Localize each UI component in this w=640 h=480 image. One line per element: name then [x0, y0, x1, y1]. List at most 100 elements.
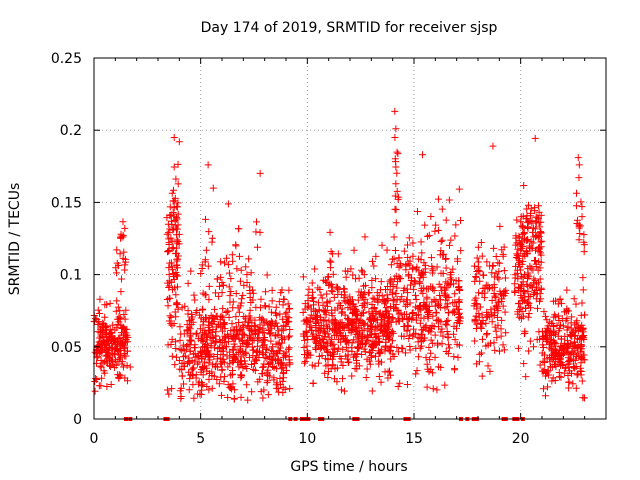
data-point — [266, 360, 274, 368]
data-point — [405, 334, 413, 342]
data-point — [193, 329, 201, 337]
data-point — [242, 343, 250, 351]
data-point — [346, 293, 354, 301]
data-point — [263, 271, 271, 279]
data-point — [441, 286, 449, 294]
data-point — [455, 296, 463, 304]
data-point — [202, 291, 210, 299]
data-point — [557, 343, 565, 351]
data-point — [437, 328, 445, 336]
data-point — [116, 250, 124, 258]
data-point — [243, 278, 251, 286]
data-point — [192, 309, 200, 317]
data-point — [577, 198, 585, 206]
data-point — [170, 133, 178, 141]
data-point — [279, 377, 287, 385]
data-point — [106, 325, 114, 333]
data-point — [561, 364, 569, 372]
data-point — [100, 322, 108, 330]
data-point — [107, 356, 115, 364]
data-point — [353, 350, 361, 358]
data-point — [418, 330, 426, 338]
data-point — [319, 301, 327, 309]
data-point — [355, 344, 363, 352]
data-point — [274, 349, 282, 357]
data-point — [285, 356, 293, 364]
data-point — [274, 331, 282, 339]
data-point — [537, 228, 545, 236]
data-point — [253, 334, 261, 342]
data-point — [519, 288, 527, 296]
data-point — [439, 332, 447, 340]
data-point — [224, 393, 232, 401]
data-point — [113, 269, 121, 277]
data-point — [304, 303, 312, 311]
data-point — [328, 281, 336, 289]
data-point — [418, 249, 426, 257]
data-point — [517, 281, 525, 289]
data-point — [170, 212, 178, 220]
data-point — [196, 311, 204, 319]
data-point — [115, 313, 123, 321]
data-point — [281, 310, 289, 318]
data-point — [498, 316, 506, 324]
data-point — [219, 305, 227, 313]
data-point — [495, 268, 503, 276]
data-point — [259, 342, 267, 350]
data-point — [425, 326, 433, 334]
data-point — [436, 291, 444, 299]
data-point — [165, 229, 173, 237]
data-point — [514, 344, 522, 352]
data-point — [91, 387, 99, 395]
data-point — [481, 289, 489, 297]
data-point — [529, 228, 537, 236]
data-point — [260, 329, 268, 337]
data-point — [429, 283, 437, 291]
data-point — [177, 392, 185, 400]
data-point — [231, 386, 239, 394]
data-point — [275, 298, 283, 306]
data-point — [205, 228, 213, 236]
data-point — [569, 380, 577, 388]
data-point — [214, 351, 222, 359]
data-point — [381, 368, 389, 376]
data-point — [211, 315, 219, 323]
data-point — [339, 334, 347, 342]
data-point — [483, 329, 491, 337]
data-point — [571, 338, 579, 346]
data-point — [580, 248, 588, 256]
data-point — [355, 334, 363, 342]
data-point — [390, 304, 398, 312]
x-tick-label: 10 — [298, 431, 316, 447]
data-point — [444, 309, 452, 317]
data-point — [524, 265, 532, 273]
data-point — [497, 332, 505, 340]
data-point — [103, 382, 111, 390]
data-point — [167, 313, 175, 321]
data-point — [444, 300, 452, 308]
data-point — [439, 251, 447, 259]
data-point — [365, 308, 373, 316]
data-point — [173, 249, 181, 257]
data-point — [254, 378, 262, 386]
data-point — [315, 359, 323, 367]
data-point — [321, 329, 329, 337]
data-point — [173, 225, 181, 233]
data-point — [578, 213, 586, 221]
data-point — [231, 343, 239, 351]
data-point — [394, 150, 402, 158]
data-point — [344, 359, 352, 367]
data-point — [402, 262, 410, 270]
data-point — [488, 318, 496, 326]
data-point — [267, 356, 275, 364]
data-point — [420, 259, 428, 267]
data-point — [356, 291, 364, 299]
data-point — [305, 285, 313, 293]
data-point — [500, 346, 508, 354]
data-point — [326, 324, 334, 332]
data-point — [572, 300, 580, 308]
data-point — [329, 326, 337, 334]
data-point — [325, 273, 333, 281]
data-point — [373, 322, 381, 330]
data-point — [422, 354, 430, 362]
